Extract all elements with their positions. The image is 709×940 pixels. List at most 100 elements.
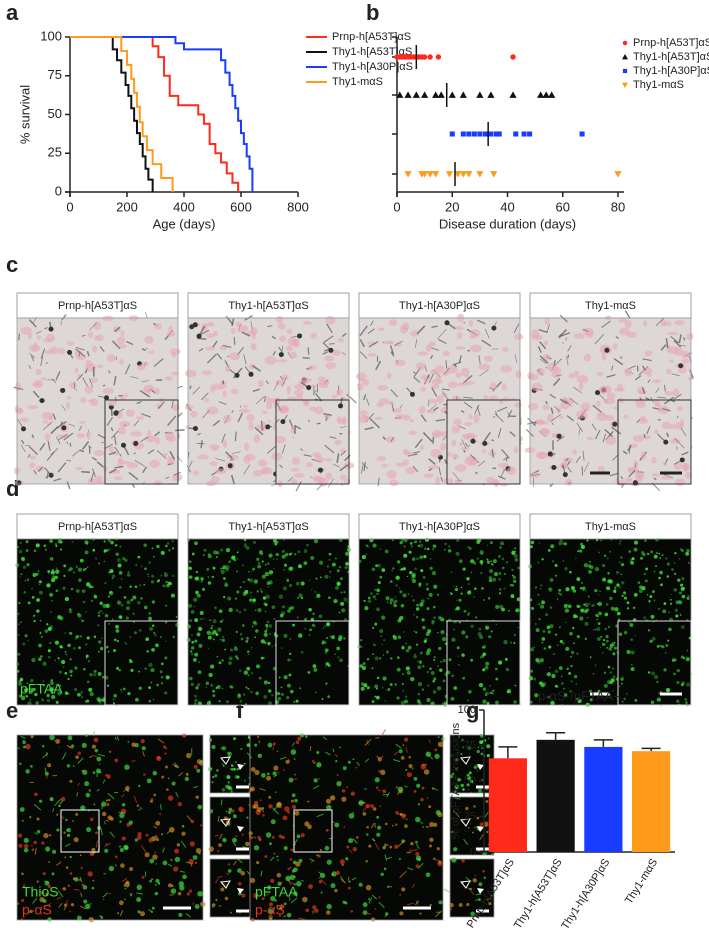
texture: [381, 615, 386, 620]
texture: [300, 833, 305, 838]
texture: [287, 810, 290, 814]
texture: [230, 764, 234, 767]
texture: [228, 810, 232, 815]
texture: [442, 679, 446, 683]
texture: [136, 400, 142, 404]
texture: [148, 616, 152, 621]
texture: [171, 473, 183, 482]
texture: [362, 662, 366, 665]
texture: [210, 384, 216, 394]
texture: [428, 341, 436, 347]
texture: [365, 553, 367, 556]
texture: [33, 614, 36, 617]
texture: [214, 606, 217, 610]
texture: [656, 644, 660, 648]
texture: [529, 700, 533, 704]
texture: [124, 845, 129, 851]
texture: [209, 461, 218, 466]
texture: [114, 638, 117, 642]
texture: [20, 444, 26, 453]
texture: [417, 665, 422, 670]
texture: [403, 545, 406, 548]
texture: [156, 756, 162, 762]
texture: [377, 477, 380, 487]
texture: [404, 699, 408, 704]
texture: [243, 544, 248, 548]
texture: [510, 594, 515, 599]
texture: [558, 541, 563, 546]
texture: [609, 596, 613, 601]
texture: [669, 438, 681, 444]
texture: [402, 644, 404, 647]
texture: [586, 539, 589, 542]
texture: [245, 639, 249, 643]
texture: [291, 793, 296, 798]
texture: [292, 623, 295, 627]
texture: [333, 598, 338, 604]
texture: [440, 630, 445, 635]
texture: [21, 426, 27, 432]
texture: [219, 833, 223, 840]
texture: [411, 595, 413, 598]
texture: [572, 589, 577, 593]
texture: [563, 693, 568, 697]
texture: [250, 690, 253, 694]
texture: [159, 804, 162, 810]
texture: [50, 448, 59, 456]
texture: [352, 846, 358, 852]
texture: [497, 406, 508, 412]
texture: [326, 804, 332, 811]
texture: [115, 396, 117, 402]
texture: [437, 328, 447, 340]
texture: [189, 324, 195, 330]
texture: [109, 468, 117, 474]
texture: [634, 540, 639, 545]
texture: [51, 599, 53, 602]
texture: [586, 436, 594, 441]
texture: [109, 831, 115, 838]
texture: [308, 579, 310, 581]
texture: [194, 694, 197, 698]
texture: [463, 401, 473, 409]
texture: [118, 669, 121, 672]
y-tick-label: 25: [48, 145, 62, 160]
texture: [59, 616, 64, 621]
texture: [243, 581, 245, 583]
texture: [564, 399, 572, 407]
texture: [454, 608, 457, 611]
texture: [335, 585, 339, 590]
texture: [394, 359, 406, 367]
texture: [17, 546, 19, 548]
texture: [120, 863, 125, 868]
texture: [267, 742, 273, 748]
texture: [360, 686, 365, 691]
texture: [88, 687, 93, 692]
texture: [422, 665, 425, 668]
texture: [375, 598, 377, 601]
texture: [309, 746, 312, 752]
texture: [671, 373, 680, 377]
texture: [55, 567, 58, 570]
micrograph: [207, 734, 256, 794]
texture: [607, 625, 611, 629]
texture: [22, 884, 26, 888]
texture: [291, 742, 295, 747]
texture: [413, 790, 417, 793]
texture: [56, 896, 62, 900]
arrowhead: [237, 826, 244, 832]
texture: [664, 391, 676, 396]
texture: [294, 798, 298, 803]
texture: [591, 603, 595, 608]
texture: [129, 585, 132, 588]
texture: [238, 610, 242, 614]
texture: [136, 897, 142, 903]
texture: [154, 388, 161, 395]
texture: [451, 425, 457, 434]
texture: [641, 365, 647, 371]
micrograph-bg: [210, 735, 254, 793]
texture: [252, 540, 256, 544]
texture: [501, 557, 505, 561]
texture: [126, 461, 139, 469]
texture: [409, 541, 413, 545]
texture: [157, 401, 165, 409]
